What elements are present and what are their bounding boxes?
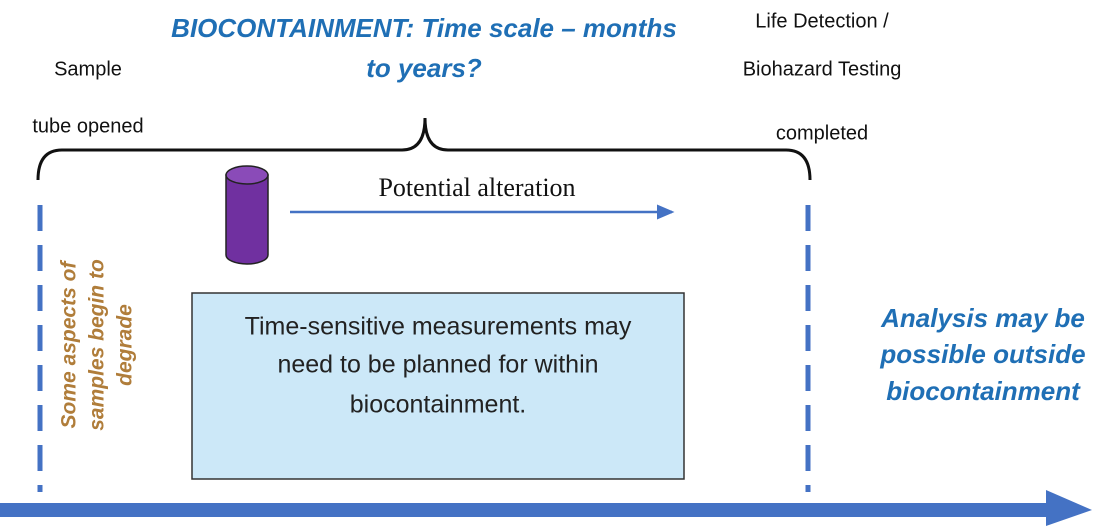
title-line: to years? xyxy=(366,53,482,83)
degrade-note: samples begin to xyxy=(86,259,109,431)
degrade-note: degrade xyxy=(114,304,137,386)
alteration-label: Potential alteration xyxy=(378,173,575,202)
outside-note: possible outside xyxy=(879,339,1085,369)
timeline-arrow xyxy=(0,490,1092,526)
sample-tube xyxy=(225,165,269,265)
end-label: Biohazard Testing xyxy=(743,58,902,80)
box-line: Time-sensitive measurements may xyxy=(245,313,632,341)
outside-note: biocontainment xyxy=(886,376,1081,406)
title-line: BIOCONTAINMENT: Time scale – months xyxy=(171,13,677,43)
end-label: completed xyxy=(776,122,868,144)
box-line: need to be planned for within xyxy=(277,351,598,379)
start-label: tube opened xyxy=(32,115,143,137)
brace xyxy=(36,117,812,181)
info-box xyxy=(191,292,685,480)
start-label: Sample xyxy=(54,58,122,80)
outside-note: Analysis may be xyxy=(880,303,1085,333)
end-label: Life Detection / xyxy=(755,10,889,32)
degrade-note: Some aspects of xyxy=(58,260,81,429)
box-line: biocontainment. xyxy=(350,391,527,419)
